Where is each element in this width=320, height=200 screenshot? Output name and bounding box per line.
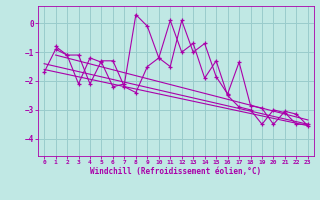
X-axis label: Windchill (Refroidissement éolien,°C): Windchill (Refroidissement éolien,°C) bbox=[91, 167, 261, 176]
